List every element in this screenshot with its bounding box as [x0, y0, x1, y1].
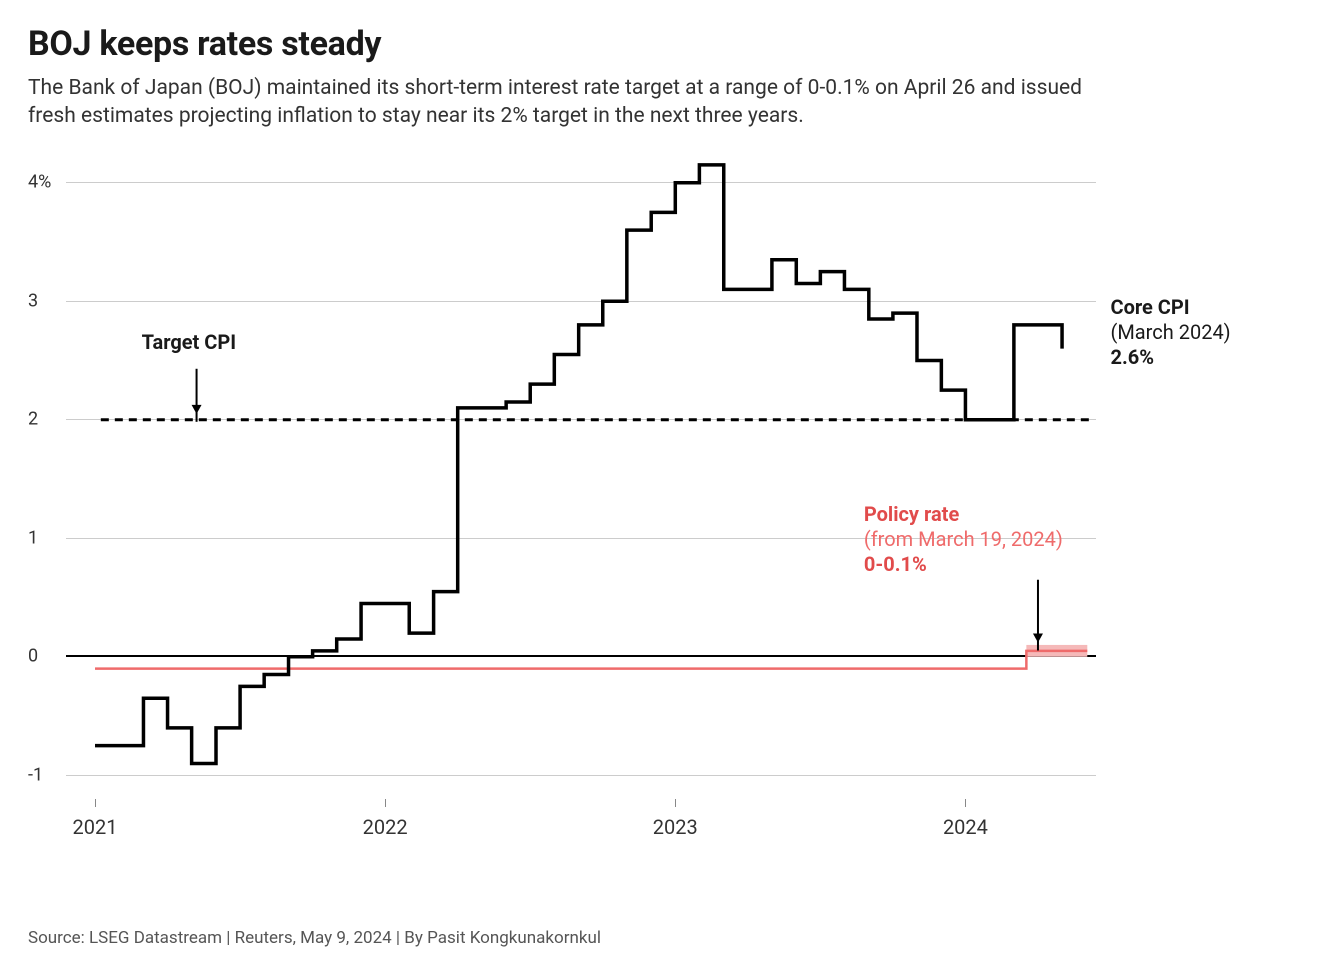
y-tick-label: 3 [28, 290, 62, 311]
y-tick-label: -1 [28, 764, 62, 785]
x-tick-label: 2021 [73, 815, 118, 839]
core-cpi-series [95, 165, 1062, 764]
target-cpi-arrow [192, 368, 202, 421]
target-cpi-label: Target CPI [142, 330, 237, 355]
chart-area: -101234%2021202220232024Target CPICore C… [28, 159, 1292, 879]
x-tick-mark [95, 799, 96, 807]
policy-rate-label: Policy rate(from March 19, 2024)0-0.1% [864, 502, 1124, 577]
source-line: Source: LSEG Datastream | Reuters, May 9… [28, 928, 601, 948]
x-tick-label: 2023 [653, 815, 698, 839]
policy-rate-arrow [1033, 579, 1043, 650]
x-tick-label: 2024 [943, 815, 988, 839]
x-tick-mark [965, 799, 966, 807]
policy-rate-series [95, 651, 1087, 669]
plot-region: -101234%2021202220232024Target CPICore C… [66, 159, 1096, 799]
chart-subtitle: The Bank of Japan (BOJ) maintained its s… [28, 74, 1128, 131]
x-tick-mark [385, 799, 386, 807]
y-tick-label: 1 [28, 527, 62, 548]
series-svg [66, 159, 1096, 799]
x-tick-mark [675, 799, 676, 807]
y-tick-label: 4% [28, 172, 62, 193]
core-cpi-label: Core CPI(March 2024)2.6% [1111, 295, 1311, 370]
chart-title: BOJ keeps rates steady [28, 24, 1292, 64]
x-tick-label: 2022 [363, 815, 408, 839]
y-tick-label: 2 [28, 409, 62, 430]
y-tick-label: 0 [28, 646, 62, 667]
